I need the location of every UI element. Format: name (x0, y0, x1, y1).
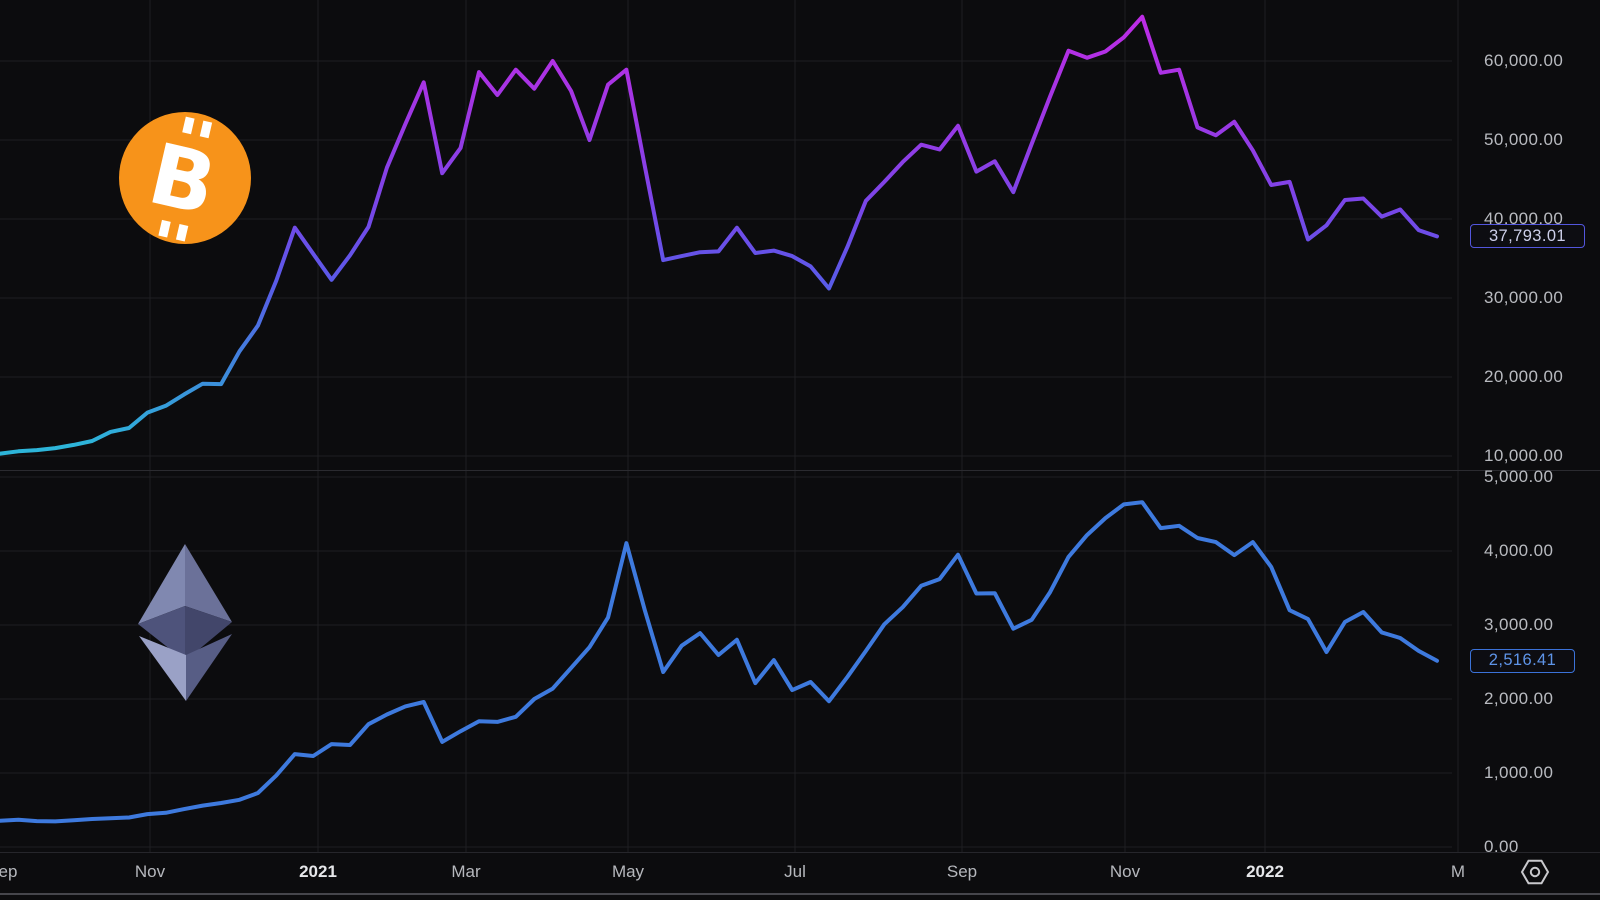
ethereum-logo (138, 544, 232, 701)
btc-axis-label: 20,000.00 (1484, 367, 1564, 386)
bottom-edge-line (0, 893, 1600, 895)
btc-price-line[interactable] (0, 14, 1439, 456)
btc-axis-label: 30,000.00 (1484, 288, 1564, 307)
eth-axis-label: 1,000.00 (1484, 763, 1554, 782)
time-label-month: Nov (134, 862, 166, 881)
time-label-month: Nov (1109, 862, 1141, 881)
eth-axis-label: 5,000.00 (1484, 467, 1554, 486)
eth-last-price-badge: 2,516.41 (1470, 648, 1575, 673)
time-axis[interactable]: ep Nov 2021 Mar May Jul Sep Nov 2022 M (0, 852, 1600, 894)
time-label-month: May (611, 862, 645, 881)
eth-axis-label: 4,000.00 (1484, 541, 1554, 560)
eth-axis-label: 3,000.00 (1484, 615, 1554, 634)
eth-price-line[interactable] (0, 500, 1439, 824)
chart-settings-icon[interactable] (1520, 859, 1550, 885)
bitcoin-logo: B (119, 112, 251, 244)
btc-axis-label: 10,000.00 (1484, 446, 1564, 465)
btc-last-price: 37,793.01 (1488, 226, 1566, 245)
time-label-month: Sep (946, 862, 978, 881)
btc-axis-label: 50,000.00 (1484, 130, 1564, 149)
eth-axis-label: 0.00 (1484, 837, 1519, 856)
eth-axis-label: 2,000.00 (1484, 689, 1554, 708)
btc-axis-label: 40,000.00 (1484, 209, 1564, 228)
eth-last-price: 2,516.41 (1488, 651, 1557, 670)
btc-last-price-badge: 37,793.01 (1470, 224, 1585, 249)
time-label-month: M (1450, 862, 1466, 881)
time-label-month: Mar (451, 862, 481, 881)
gridlines (0, 0, 1459, 852)
time-label-month: Jul (784, 862, 806, 881)
btc-axis-label: 60,000.00 (1484, 51, 1564, 70)
time-label-year: 2021 (299, 862, 337, 881)
time-label-month: ep (0, 862, 18, 881)
time-label-year: 2022 (1246, 862, 1284, 881)
